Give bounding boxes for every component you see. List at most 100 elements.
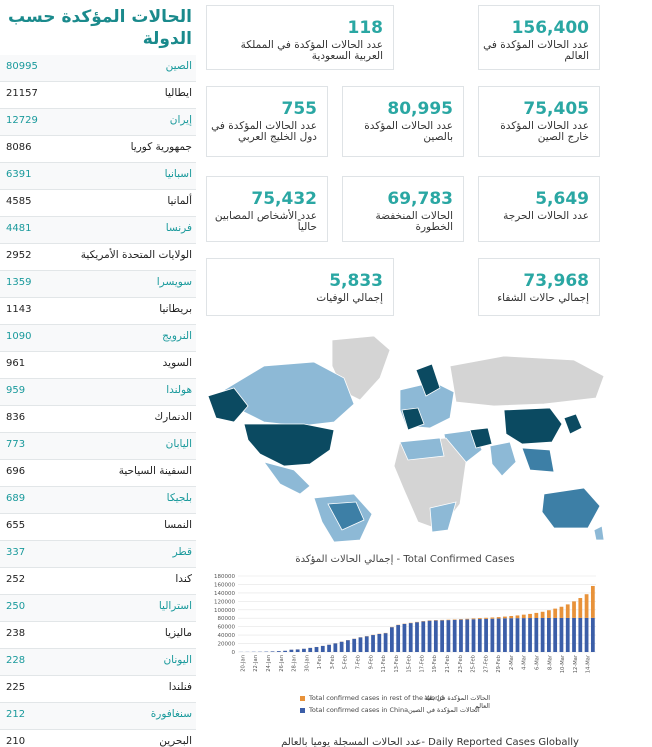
country-count: 337 xyxy=(6,547,26,558)
y-tick-label: 180000 xyxy=(214,574,235,580)
country-row: 238 ماليزيا xyxy=(0,622,196,649)
x-tick-label: 7-Feb xyxy=(355,654,361,669)
x-tick-label: 14-Mar xyxy=(586,654,592,673)
y-tick-label: 0 xyxy=(232,650,236,656)
x-tick-label: 15-Feb xyxy=(407,654,413,672)
card-critical: 5,649 عدد الحالات الحرجة xyxy=(478,176,600,242)
bar-china xyxy=(471,619,476,652)
bar-china xyxy=(308,647,313,652)
card-recovered: 73,968 إجمالي حالات الشفاء xyxy=(478,258,600,316)
x-tick-label: 12-Mar xyxy=(573,654,579,673)
x-tick-label: 8-Mar xyxy=(547,654,553,670)
bar-world xyxy=(553,608,558,618)
map-region-southeast-asia xyxy=(521,447,555,473)
country-row: 250 استراليا xyxy=(0,595,196,622)
legend-label-china-ar: الحالات المؤكدة في الصين xyxy=(408,706,480,714)
country-row: 4585 ألمانيا xyxy=(0,190,196,217)
country-name: قطر xyxy=(172,546,192,558)
card-china-total: 80,995 عدد الحالات المؤكدة بالصين xyxy=(342,86,464,157)
country-name: استراليا xyxy=(158,600,192,612)
bar-china xyxy=(521,618,526,652)
card-label: عدد الحالات الحرجة xyxy=(503,210,589,222)
country-row: 1143 بريطانيا xyxy=(0,298,196,325)
y-tick-label: 80000 xyxy=(218,616,236,622)
country-row: 252 كندا xyxy=(0,568,196,595)
x-tick-label: 25-Feb xyxy=(471,654,477,672)
bar-china xyxy=(320,645,325,652)
country-row: 961 السويد xyxy=(0,352,196,379)
country-row: 210 البحرين xyxy=(0,730,196,747)
country-name: الدنمارك xyxy=(154,411,192,423)
total-cases-chart: 0 20000 40000 60000 80000 100000 120000 140000 1… xyxy=(214,574,596,673)
x-tick-label: 19-Feb xyxy=(432,654,438,672)
country-name: النمسا xyxy=(164,519,192,531)
bar-china xyxy=(295,649,300,652)
country-row: 1090 النرويج xyxy=(0,325,196,352)
bar-world xyxy=(578,598,583,618)
country-row: 696 السفينة السياحية xyxy=(0,460,196,487)
card-label: عدد الأشخاص المصابين حالياً xyxy=(214,210,317,233)
world-map xyxy=(207,335,604,542)
country-name: كندا xyxy=(175,573,192,585)
bar-china xyxy=(289,649,294,652)
x-tick-label: 20-Jan xyxy=(240,655,246,672)
map-region-africa-north xyxy=(399,437,445,461)
x-tick-label: 21-Feb xyxy=(445,654,451,672)
country-row: 6391 اسبانيا xyxy=(0,163,196,190)
x-tick-label: 26-Jan xyxy=(279,655,285,672)
bar-china xyxy=(327,644,331,652)
country-count: 225 xyxy=(6,682,26,693)
x-tick-label: 17-Feb xyxy=(419,654,425,672)
country-count: 21157 xyxy=(6,88,38,99)
map-region-alaska xyxy=(207,387,249,423)
country-count: 836 xyxy=(6,412,26,423)
country-row: 337 قطر xyxy=(0,541,196,568)
country-row: 225 فنلندا xyxy=(0,676,196,703)
card-deaths: 5,833 إجمالي الوفيات xyxy=(206,258,394,316)
y-tick-label: 120000 xyxy=(214,599,235,605)
bar-world xyxy=(534,612,539,618)
bar-china xyxy=(452,619,457,652)
y-tick-label: 40000 xyxy=(218,633,236,639)
bar-china xyxy=(339,641,344,652)
bar-china xyxy=(534,617,539,652)
country-count: 238 xyxy=(6,628,26,639)
map-region-usa xyxy=(243,423,335,467)
bar-china xyxy=(270,651,275,652)
card-label: عدد الحالات المؤكدة في دول الخليج العربي xyxy=(211,120,317,143)
bar-china xyxy=(503,618,507,652)
daily-cases-title: عدد الحالات المسجلة يوميا بالعالم- Daily… xyxy=(281,737,579,747)
bar-china xyxy=(352,638,357,652)
bar-china xyxy=(465,619,470,652)
bar-china xyxy=(433,620,438,652)
bar-china xyxy=(559,617,564,652)
card-world-total: 156,400 عدد الحالات المؤكدة في العالم xyxy=(478,5,600,70)
bar-china xyxy=(496,618,501,652)
card-value: 80,995 xyxy=(387,99,453,119)
card-label: عدد الحالات المؤكدة بالصين xyxy=(364,120,453,143)
card-value: 118 xyxy=(347,18,384,38)
legend-label-world-en: Total confirmed cases in rest of the Wor… xyxy=(309,694,444,702)
country-name: الولايات المتحدة الأمريكية xyxy=(80,249,192,261)
map-region-mexico xyxy=(263,461,311,495)
country-name: اليابان xyxy=(165,438,192,450)
card-value: 75,405 xyxy=(523,99,589,119)
x-tick-label: 4-Mar xyxy=(522,654,528,670)
country-row: 836 الدنمارك xyxy=(0,406,196,433)
country-row: 212 سنغافورة xyxy=(0,703,196,730)
country-count: 689 xyxy=(6,493,26,504)
bar-world xyxy=(490,617,495,619)
country-name: هولندا xyxy=(166,384,192,396)
bar-china xyxy=(421,621,426,652)
x-tick-label: 11-Feb xyxy=(381,654,387,672)
country-name: فرنسا xyxy=(165,222,192,234)
legend-swatch-world xyxy=(300,696,305,701)
country-name: البحرين xyxy=(159,735,192,747)
country-count: 250 xyxy=(6,601,26,612)
chart-legend: Total confirmed cases in rest of the Wor… xyxy=(300,694,490,718)
map-region-korea-japan xyxy=(563,413,583,435)
country-row: 80995 الصين xyxy=(0,55,196,82)
map-region-canada xyxy=(223,361,355,427)
bar-china xyxy=(371,635,375,652)
y-tick-label: 60000 xyxy=(218,625,236,631)
